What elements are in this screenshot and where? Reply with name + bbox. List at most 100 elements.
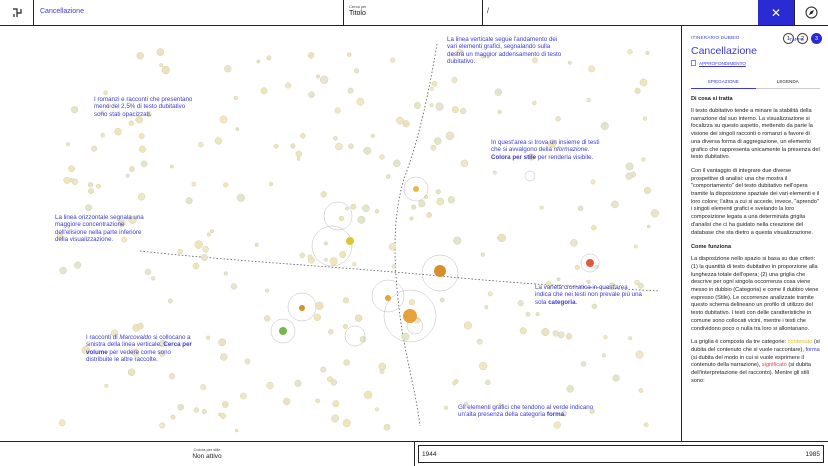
bubble[interactable]	[460, 107, 467, 115]
bubble[interactable]	[198, 141, 204, 148]
bubble[interactable]	[557, 331, 565, 339]
bubble[interactable]	[193, 407, 200, 413]
bubble[interactable]	[218, 338, 227, 347]
bubble[interactable]	[608, 282, 616, 290]
bubble[interactable]	[612, 374, 620, 382]
bubble[interactable]	[295, 150, 302, 158]
bubble[interactable]	[68, 165, 75, 172]
bubble[interactable]	[356, 97, 365, 106]
bubble[interactable]	[588, 65, 596, 73]
bubble[interactable]	[156, 48, 165, 56]
bubble[interactable]	[552, 330, 559, 337]
bubble[interactable]	[497, 233, 506, 243]
bubble[interactable]	[633, 244, 638, 249]
bubble[interactable]	[206, 232, 211, 237]
bubble[interactable]	[146, 112, 152, 118]
bubble[interactable]	[638, 388, 644, 393]
bubble[interactable]	[342, 324, 348, 330]
bubble[interactable]	[91, 145, 98, 152]
color-by-style-value[interactable]: Non attivo	[192, 453, 222, 460]
bubble[interactable]	[401, 332, 410, 341]
bubble[interactable]	[611, 200, 619, 209]
bubble[interactable]	[445, 131, 455, 141]
bubble[interactable]	[333, 136, 338, 141]
bubble[interactable]	[383, 423, 391, 431]
bubble[interactable]	[118, 219, 126, 227]
bubble[interactable]	[106, 103, 112, 108]
bubble[interactable]	[233, 95, 238, 101]
bubble[interactable]	[452, 380, 457, 386]
bubble[interactable]	[435, 102, 444, 111]
bubble[interactable]	[169, 164, 174, 169]
bubble[interactable]	[63, 176, 71, 184]
bubble[interactable]	[498, 403, 503, 407]
bubble[interactable]	[528, 153, 535, 161]
bubble[interactable]	[570, 239, 578, 247]
category-blob[interactable]	[586, 259, 594, 267]
bubble[interactable]	[96, 183, 101, 189]
bubble[interactable]	[138, 133, 145, 140]
bubble[interactable]	[485, 379, 491, 386]
bubble[interactable]	[224, 65, 232, 73]
bubble[interactable]	[393, 159, 401, 168]
bubble[interactable]	[402, 120, 410, 128]
bubble[interactable]	[315, 398, 320, 403]
bubble[interactable]	[161, 65, 170, 75]
bubble[interactable]	[87, 182, 94, 188]
expanded-bubble[interactable]	[287, 292, 317, 322]
bubble[interactable]	[413, 102, 421, 109]
bubble[interactable]	[273, 143, 279, 149]
category-blob[interactable]	[403, 309, 417, 323]
bubble[interactable]	[128, 215, 137, 224]
bubble[interactable]	[323, 241, 328, 246]
bubble[interactable]	[343, 359, 350, 366]
bubble[interactable]	[444, 405, 449, 410]
bubble[interactable]	[167, 298, 173, 304]
bubble[interactable]	[348, 143, 354, 149]
bubble[interactable]	[285, 82, 292, 89]
approfondimento-link[interactable]: APPROFONDIMENTO	[691, 60, 820, 67]
bubble[interactable]	[388, 243, 397, 251]
bubble[interactable]	[517, 300, 524, 307]
bubble[interactable]	[194, 240, 203, 249]
bubble[interactable]	[396, 116, 404, 125]
bubble[interactable]	[200, 384, 207, 390]
bubble[interactable]	[100, 110, 105, 115]
bubble[interactable]	[138, 145, 146, 153]
section-title[interactable]: Cancellazione	[34, 0, 344, 25]
category-blob[interactable]	[299, 305, 305, 311]
bubble[interactable]	[214, 137, 223, 145]
visualization-area[interactable]: La linea verticale segue l'andamento dei…	[0, 26, 681, 441]
bubble[interactable]	[185, 197, 193, 205]
bubble[interactable]	[637, 282, 644, 289]
bubble[interactable]	[580, 361, 587, 367]
timeline-slider[interactable]: 1944 1985	[418, 445, 824, 463]
bubble[interactable]	[129, 166, 135, 172]
bubble[interactable]	[603, 335, 608, 340]
bubble[interactable]	[338, 215, 345, 222]
bubble[interactable]	[347, 52, 352, 57]
bubble[interactable]	[541, 328, 550, 337]
bubble[interactable]	[219, 115, 228, 124]
search-by-selector[interactable]: Cerca per Titolo	[344, 0, 483, 25]
itinerary-label[interactable]: ITINERARIO DUBBIO	[691, 35, 740, 40]
bubble[interactable]	[221, 401, 229, 408]
bubble[interactable]	[236, 193, 245, 202]
bubble[interactable]	[532, 57, 538, 64]
bubble[interactable]	[201, 409, 207, 414]
bubble[interactable]	[331, 414, 339, 423]
bubble[interactable]	[200, 254, 208, 261]
bubble[interactable]	[334, 107, 341, 114]
bubble[interactable]	[450, 52, 455, 56]
bubble[interactable]	[436, 197, 445, 206]
bubble[interactable]	[269, 181, 274, 186]
bubble[interactable]	[283, 397, 291, 406]
bubble[interactable]	[429, 86, 434, 91]
bubble[interactable]	[362, 204, 370, 212]
bubble[interactable]	[320, 191, 327, 198]
bubble[interactable]	[650, 209, 660, 218]
approfondimento-label[interactable]: APPROFONDIMENTO	[699, 61, 746, 66]
bubble[interactable]	[363, 146, 372, 155]
bubble[interactable]	[58, 419, 66, 427]
tab-legenda[interactable]: LEGENDA	[755, 79, 820, 89]
